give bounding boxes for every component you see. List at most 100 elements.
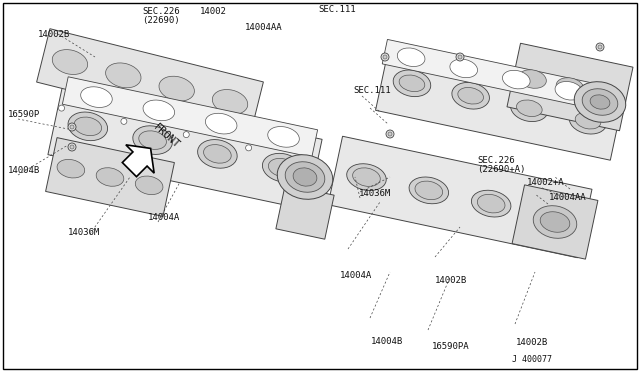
Ellipse shape — [52, 49, 88, 74]
Circle shape — [70, 145, 74, 149]
Polygon shape — [376, 44, 625, 160]
Text: 14036M: 14036M — [68, 228, 100, 237]
Ellipse shape — [502, 70, 530, 89]
Ellipse shape — [393, 70, 431, 97]
Ellipse shape — [556, 78, 584, 96]
Text: 14002: 14002 — [200, 7, 227, 16]
Ellipse shape — [590, 95, 610, 109]
Circle shape — [183, 132, 189, 138]
Polygon shape — [507, 43, 633, 131]
Text: 14036M: 14036M — [359, 189, 391, 198]
Circle shape — [386, 130, 394, 138]
Ellipse shape — [574, 82, 626, 122]
Text: SEC.111: SEC.111 — [0, 371, 1, 372]
Circle shape — [121, 118, 127, 124]
Ellipse shape — [268, 126, 300, 147]
Text: FRONT: FRONT — [152, 122, 182, 150]
Text: 14004A: 14004A — [0, 371, 1, 372]
Text: 14004AA: 14004AA — [0, 371, 1, 372]
Ellipse shape — [143, 100, 175, 121]
Circle shape — [58, 105, 65, 111]
Text: 14004B: 14004B — [0, 371, 1, 372]
Ellipse shape — [450, 59, 477, 78]
Ellipse shape — [68, 112, 108, 141]
Circle shape — [456, 53, 464, 61]
Ellipse shape — [293, 168, 317, 186]
Text: 14002+A: 14002+A — [527, 178, 564, 187]
Polygon shape — [62, 77, 317, 157]
Ellipse shape — [106, 63, 141, 88]
Text: J 400077: J 400077 — [0, 371, 1, 372]
Ellipse shape — [540, 212, 570, 232]
Text: (22690): (22690) — [142, 16, 180, 25]
Ellipse shape — [81, 87, 112, 108]
Ellipse shape — [96, 168, 124, 186]
Text: 14002B: 14002B — [0, 371, 1, 372]
Text: 14004B: 14004B — [0, 371, 1, 372]
Text: 14004B: 14004B — [371, 337, 403, 346]
Ellipse shape — [212, 90, 248, 114]
Ellipse shape — [285, 162, 325, 192]
Text: 14004AA: 14004AA — [549, 193, 587, 202]
Circle shape — [458, 55, 462, 59]
Ellipse shape — [415, 181, 443, 200]
Text: (22690+A): (22690+A) — [0, 371, 1, 372]
Ellipse shape — [452, 83, 490, 109]
Ellipse shape — [569, 108, 607, 134]
Text: 14004AA: 14004AA — [245, 23, 283, 32]
Text: SEC.226: SEC.226 — [0, 371, 1, 372]
Text: 16590PA: 16590PA — [432, 342, 470, 351]
Ellipse shape — [458, 87, 483, 104]
Text: SEC.226: SEC.226 — [0, 371, 1, 372]
Ellipse shape — [533, 206, 577, 238]
Polygon shape — [382, 39, 598, 109]
Text: SEC.111: SEC.111 — [353, 86, 390, 95]
Text: SEC.111: SEC.111 — [318, 5, 356, 14]
Polygon shape — [328, 136, 592, 258]
Text: 14004B: 14004B — [8, 166, 40, 175]
Text: 14002B: 14002B — [38, 30, 70, 39]
Ellipse shape — [268, 158, 296, 177]
Text: SEC.226: SEC.226 — [477, 156, 515, 165]
Ellipse shape — [534, 203, 573, 230]
Ellipse shape — [347, 164, 386, 190]
Text: 14036M: 14036M — [0, 371, 1, 372]
Ellipse shape — [135, 176, 163, 195]
Circle shape — [308, 158, 314, 164]
Circle shape — [596, 43, 604, 51]
Ellipse shape — [353, 168, 380, 186]
Polygon shape — [45, 138, 175, 217]
Ellipse shape — [133, 126, 172, 154]
Ellipse shape — [159, 76, 195, 101]
Circle shape — [70, 125, 74, 129]
Text: (22690+A): (22690+A) — [477, 165, 525, 174]
Ellipse shape — [555, 81, 582, 100]
Ellipse shape — [277, 155, 333, 199]
Ellipse shape — [409, 177, 449, 204]
Text: FRONT: FRONT — [0, 371, 1, 372]
Text: SEC.111: SEC.111 — [0, 371, 1, 372]
Ellipse shape — [594, 86, 621, 104]
Text: 14002B: 14002B — [0, 371, 1, 372]
Polygon shape — [48, 84, 322, 210]
Ellipse shape — [518, 70, 547, 88]
Text: SEC.226: SEC.226 — [142, 7, 180, 16]
Polygon shape — [122, 145, 154, 177]
Text: 16590PA: 16590PA — [0, 371, 1, 372]
Circle shape — [383, 55, 387, 59]
Ellipse shape — [139, 131, 166, 150]
Circle shape — [388, 132, 392, 136]
Text: (22690): (22690) — [0, 371, 1, 372]
Ellipse shape — [262, 153, 302, 182]
Ellipse shape — [477, 194, 505, 213]
Text: 14002B: 14002B — [516, 338, 548, 347]
Text: 14002: 14002 — [0, 371, 1, 372]
Circle shape — [68, 143, 76, 151]
Ellipse shape — [204, 145, 231, 163]
Ellipse shape — [198, 140, 237, 168]
Ellipse shape — [540, 208, 567, 226]
Polygon shape — [512, 185, 598, 259]
Text: 14004A: 14004A — [340, 271, 372, 280]
Circle shape — [246, 145, 252, 151]
Polygon shape — [276, 185, 334, 239]
